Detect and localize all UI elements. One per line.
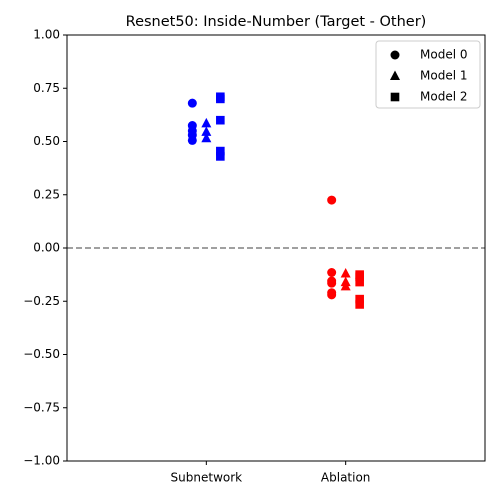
data-point [216, 94, 225, 104]
legend-label: Model 2 [420, 90, 467, 104]
data-point [355, 294, 364, 304]
x-tick-label: Subnetwork [171, 471, 243, 485]
y-tick-label: 0.25 [33, 187, 60, 201]
legend-label: Model 0 [420, 48, 467, 62]
data-point [327, 290, 337, 300]
legend-marker [390, 70, 400, 80]
y-tick-label: 0.00 [33, 241, 60, 255]
data-point [327, 195, 337, 205]
legend-marker [390, 50, 400, 60]
data-point [201, 117, 212, 128]
y-tick-label: −0.25 [23, 294, 60, 308]
legend-marker [390, 92, 400, 102]
data-point [355, 272, 364, 282]
y-tick-label: 0.50 [33, 134, 60, 148]
data-point [216, 152, 225, 161]
data-point [355, 277, 364, 287]
y-tick-label: 1.00 [33, 28, 60, 42]
data-point [187, 135, 197, 145]
data-point [201, 126, 212, 136]
legend-box [375, 40, 481, 109]
data-point [327, 267, 337, 277]
data-point [216, 115, 225, 125]
y-tick-label: −1.00 [23, 454, 60, 468]
data-point [201, 132, 212, 143]
y-tick-label: −0.50 [23, 347, 60, 361]
y-tick-label: 0.75 [33, 81, 60, 95]
data-point [187, 98, 197, 108]
y-tick-label: −0.75 [23, 400, 60, 414]
data-point [340, 268, 351, 278]
x-tick-label: Ablation [321, 471, 371, 485]
data-point [216, 146, 225, 156]
data-point [340, 280, 351, 291]
plot-frame [66, 34, 486, 462]
legend-label: Model 1 [420, 69, 467, 83]
data-point [327, 278, 337, 288]
chart-title: Resnet50: Inside-Number (Target - Other) [126, 14, 427, 30]
data-point [355, 300, 364, 309]
